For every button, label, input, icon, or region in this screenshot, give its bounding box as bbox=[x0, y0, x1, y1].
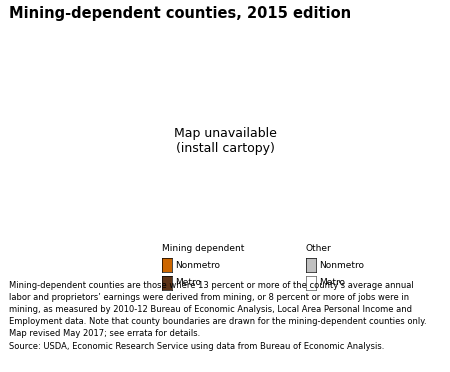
Text: Metro: Metro bbox=[320, 278, 346, 287]
Text: Mining-dependent counties, 2015 edition: Mining-dependent counties, 2015 edition bbox=[9, 6, 351, 20]
Text: Nonmetro: Nonmetro bbox=[320, 261, 365, 270]
Text: Metro: Metro bbox=[176, 278, 202, 287]
Text: Map unavailable
(install cartopy): Map unavailable (install cartopy) bbox=[174, 127, 276, 155]
Text: Mining-dependent counties are those where 13 percent or more of the county’s ave: Mining-dependent counties are those wher… bbox=[9, 281, 427, 350]
Text: Mining dependent: Mining dependent bbox=[162, 244, 244, 253]
Text: Other: Other bbox=[306, 244, 332, 253]
Text: Nonmetro: Nonmetro bbox=[176, 261, 220, 270]
